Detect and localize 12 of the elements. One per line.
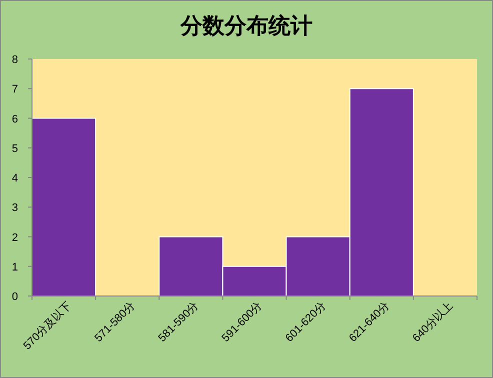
chart-title: 分数分布统计 (180, 13, 312, 38)
y-tick-label: 1 (12, 261, 18, 274)
x-tick-label: 570分及以下 (20, 298, 74, 352)
x-tick-label: 640分以上 (410, 298, 456, 344)
y-tick-label: 8 (12, 54, 18, 66)
y-tick-label: 4 (12, 172, 18, 184)
y-tick-label: 5 (12, 142, 18, 155)
y-tick-label: 7 (12, 84, 18, 96)
y-tick-label: 0 (12, 291, 18, 303)
y-tick-label: 2 (12, 232, 18, 244)
y-tick-label: 6 (12, 113, 18, 126)
y-tick-label: 3 (12, 202, 18, 214)
